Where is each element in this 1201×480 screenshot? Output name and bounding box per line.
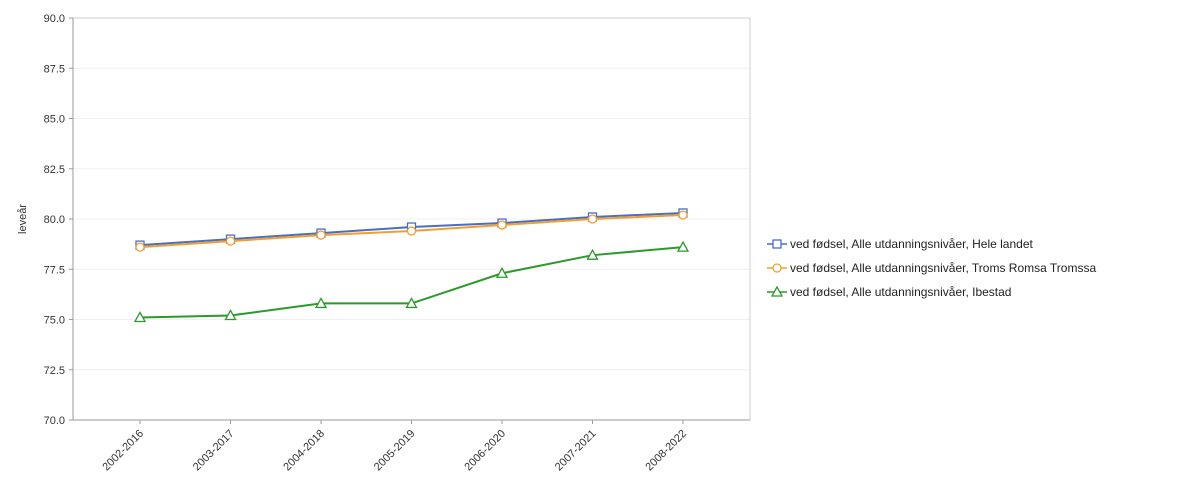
y-axis-ticks: 70.0 72.5 75.0 77.5 80.0 82.5 85.0 87.5 90.0	[44, 13, 73, 427]
x-tick-label: 2004-2018	[281, 428, 327, 474]
data-point	[405, 297, 418, 309]
x-tick-label: 2006-2020	[462, 428, 508, 474]
y-tick-label: 70.0	[44, 415, 65, 427]
legend-label: ved fødsel, Alle utdanningsnivåer, Hele …	[790, 237, 1033, 251]
data-point	[406, 226, 417, 236]
y-tick-label: 75.0	[44, 315, 65, 327]
data-point	[772, 263, 782, 273]
legend-swatch-square-icon	[767, 239, 787, 249]
legend-item[interactable]: ved fødsel, Alle utdanningsnivåer, Troms…	[766, 256, 1096, 280]
x-tick-label: 2003-2017	[191, 428, 237, 474]
data-point	[587, 214, 598, 224]
x-tick-label: 2005-2019	[372, 428, 418, 474]
data-point	[772, 239, 782, 249]
legend-swatch-circle-icon	[767, 263, 787, 273]
y-tick-label: 90.0	[44, 13, 65, 25]
data-point	[676, 240, 690, 252]
data-point	[316, 230, 326, 240]
legend-item[interactable]: ved fødsel, Alle utdanningsnivåer, Hele …	[766, 232, 1096, 256]
series-triangle	[133, 240, 690, 323]
line-chart: 70.0 72.5 75.0 77.5 80.0 82.5 85.0 87.5 90.0 200…	[17, 13, 751, 473]
data-point	[678, 210, 688, 220]
legend-label: ved fødsel, Alle utdanningsnivåer, Ibest…	[790, 285, 1012, 299]
legend-label: ved fødsel, Alle utdanningsnivåer, Troms…	[790, 261, 1097, 275]
data-point	[225, 236, 236, 246]
y-tick-label: 72.5	[44, 365, 65, 377]
data-point	[314, 297, 328, 309]
x-axis-ticks: 2002-2016 2003-2017 2004-2018 2005-2019 2006…	[100, 420, 689, 473]
y-axis-label: leveår	[17, 204, 29, 234]
series-group	[133, 208, 690, 323]
data-point	[497, 220, 507, 230]
legend-item[interactable]: ved fødsel, Alle utdanningsnivåer, Ibest…	[766, 280, 1096, 304]
x-tick-label: 2002-2016	[100, 428, 146, 474]
y-tick-label: 82.5	[44, 164, 65, 176]
data-point	[224, 309, 237, 321]
x-tick-label: 2007-2021	[553, 428, 599, 474]
data-point	[133, 311, 147, 323]
y-tick-label: 87.5	[44, 63, 65, 75]
y-tick-label: 85.0	[44, 114, 65, 126]
legend: ved fødsel, Alle utdanningsnivåer, Hele …	[766, 232, 1096, 304]
x-tick-label: 2008-2022	[643, 428, 689, 474]
series-circle	[135, 210, 688, 252]
legend-swatch-triangle-icon	[767, 286, 787, 297]
grid	[73, 17, 750, 421]
y-tick-label: 77.5	[44, 264, 65, 276]
data-point	[586, 248, 599, 260]
y-tick-label: 80.0	[44, 214, 65, 226]
data-point	[770, 286, 784, 297]
data-point	[135, 242, 145, 252]
data-point	[495, 266, 509, 278]
